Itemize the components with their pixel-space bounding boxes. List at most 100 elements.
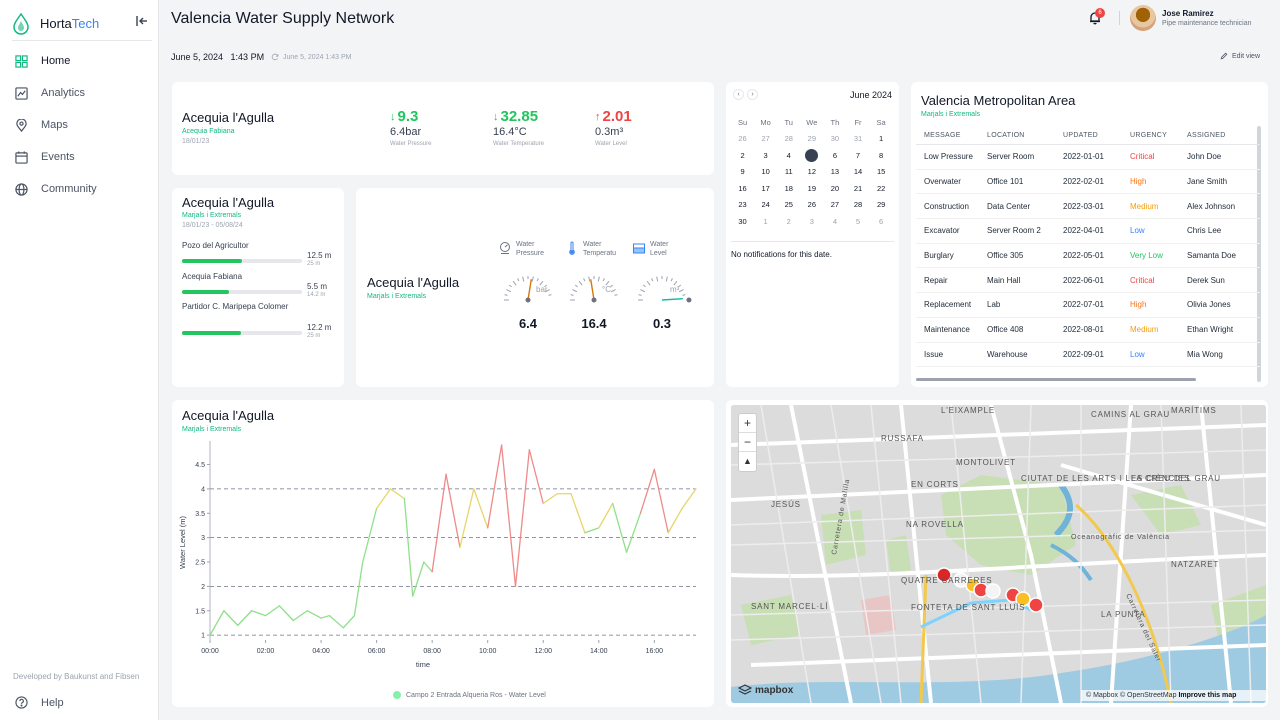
table-row[interactable]: Issue Warehouse 2022-09-01 Low Mia Wong <box>916 343 1260 368</box>
calendar-day[interactable]: 28 <box>853 200 863 210</box>
calendar-day[interactable]: 9 <box>740 167 745 177</box>
calendar-day[interactable]: 2 <box>786 216 791 226</box>
calendar-day[interactable]: 26 <box>807 200 816 210</box>
calendar-day[interactable]: 17 <box>761 183 770 193</box>
gauge-card-title: Acequia l'Agulla <box>367 275 460 290</box>
levels-card-title: Acequia l'Agulla <box>182 195 275 210</box>
column-header-urgency[interactable]: URGENCY <box>1130 132 1168 139</box>
gauge-tick <box>678 284 682 288</box>
calendar-day[interactable]: 1 <box>763 216 768 226</box>
list-item[interactable]: Acequia Fabiana 5.5 m 14.2 m <box>182 272 332 302</box>
calendar-day[interactable]: 1 <box>879 134 884 144</box>
level-gauge-text: Water Level <box>650 241 668 257</box>
list-item[interactable]: Partidor C. Maripepa Colomer 12.2 m 25 m <box>182 302 332 342</box>
table-row[interactable]: Excavator Server Room 2 2022-04-01 Low Chris… <box>916 219 1260 244</box>
chart-legend[interactable]: Campo 2 Entrada Alqueria Ros - Water Lev… <box>393 691 546 699</box>
calendar-day[interactable]: 22 <box>876 183 886 193</box>
calendar-day[interactable]: 8 <box>879 150 884 160</box>
map-markers[interactable] <box>936 567 1044 613</box>
mapbox-logo[interactable]: mapbox <box>738 683 793 697</box>
compass-button[interactable]: ▲ <box>743 456 752 466</box>
calendar-day[interactable]: 26 <box>738 134 747 144</box>
table-row[interactable]: Maintenance Office 408 2022-08-01 Medium Eth… <box>916 318 1260 343</box>
gauge-needle <box>661 297 684 301</box>
sidebar-item-home[interactable]: Home <box>8 45 152 77</box>
map-view[interactable]: L'EIXAMPLE CAMINS AL GRAU MARÍTIMS RUSSAFA M… <box>731 405 1266 703</box>
cell-location: Office 101 <box>987 177 1024 187</box>
calendar-day[interactable]: 3 <box>763 150 768 160</box>
calendar-day[interactable]: 25 <box>784 200 793 210</box>
calendar-day[interactable]: 3 <box>809 216 814 226</box>
map-attribution: © Mapbox © OpenStreetMap Improve this ma… <box>1081 690 1266 701</box>
metric-card-title: Acequia l'Agulla <box>182 110 275 125</box>
x-tick-label: 10:00 <box>479 648 497 655</box>
attribution-text[interactable]: © Mapbox © OpenStreetMap <box>1086 692 1177 699</box>
sidebar-item-community[interactable]: Community <box>8 173 152 205</box>
calendar-day[interactable]: 2 <box>740 150 745 160</box>
calendar-day[interactable]: 31 <box>853 134 863 144</box>
calendar-day[interactable]: 6 <box>832 150 837 160</box>
calendar-day[interactable]: 7 <box>855 150 861 160</box>
zoom-out-button[interactable]: − <box>739 433 756 452</box>
gauge-tick <box>670 278 673 282</box>
calendar-day[interactable]: 16 <box>738 183 747 193</box>
improve-map-link[interactable]: Improve this map <box>1178 692 1237 699</box>
column-header-assigned[interactable]: ASSIGNED <box>1187 132 1226 139</box>
calendar-day[interactable]: 14 <box>853 167 863 177</box>
calendar-day[interactable]: 11 <box>784 167 793 177</box>
calendar-day[interactable]: 18 <box>784 183 793 193</box>
calendar-day[interactable]: 30 <box>738 216 747 226</box>
column-header-message[interactable]: MESSAGE <box>924 132 961 139</box>
calendar-day[interactable]: 27 <box>761 134 770 144</box>
calendar-week: 23 24 25 26 27 28 29 <box>731 197 893 214</box>
table-row[interactable]: Repair Main Hall 2022-06-01 Critical Derek S… <box>916 268 1260 294</box>
sidebar-item-events[interactable]: Events <box>8 141 152 173</box>
chevron-right-icon[interactable]: › <box>747 89 758 100</box>
series-segment <box>487 444 503 529</box>
calendar-day[interactable]: 4 <box>832 216 837 226</box>
brand-logo[interactable]: Horta Tech <box>12 9 152 41</box>
calendar-day[interactable]: 24 <box>761 200 770 210</box>
calendar-day[interactable]: 4 <box>786 150 791 160</box>
last-sync[interactable]: June 5, 2024 1:43 PM <box>271 53 352 61</box>
table-row[interactable]: Overwater Office 101 2022-02-01 High Jane Sm… <box>916 170 1260 195</box>
gauge-card-subtitle: Marjals i Extremals <box>367 293 427 300</box>
weekday-label: Tu <box>784 117 793 127</box>
table-row[interactable]: Replacement Lab 2022-07-01 High Olivia Jones <box>916 293 1260 318</box>
table-scrollbar[interactable] <box>1257 126 1261 382</box>
calendar-day[interactable]: 27 <box>830 200 840 210</box>
column-header-location[interactable]: LOCATION <box>987 132 1025 139</box>
calendar-day[interactable]: 12 <box>807 167 816 177</box>
table-hscrollbar[interactable] <box>916 378 1196 381</box>
brand-name-part1: Horta <box>40 16 72 31</box>
table-row[interactable]: Burglary Office 305 2022-05-01 Very Low Sama… <box>916 244 1260 269</box>
table-row[interactable]: Construction Data Center 2022-03-01 Medium A… <box>916 194 1260 220</box>
table-row[interactable]: Low Pressure Server Room 2022-01-01 Critica… <box>916 145 1260 170</box>
zoom-in-button[interactable]: + <box>739 414 756 433</box>
collapse-sidebar-icon[interactable] <box>134 13 150 29</box>
calendar-day[interactable]: 30 <box>830 134 840 144</box>
calendar-day-selected[interactable]: 5 <box>800 148 823 162</box>
calendar-day[interactable]: 15 <box>876 167 886 177</box>
chevron-left-icon[interactable]: ‹ <box>733 89 744 100</box>
calendar-day[interactable]: 28 <box>784 134 793 144</box>
sidebar-item-analytics[interactable]: Analytics <box>8 77 152 109</box>
calendar-day[interactable]: 5 <box>855 216 861 226</box>
calendar-day[interactable]: 29 <box>807 134 816 144</box>
cell-assigned: Derek Sun <box>1187 275 1225 285</box>
sidebar-item-maps[interactable]: Maps <box>8 109 152 141</box>
calendar-day[interactable]: 23 <box>738 200 747 210</box>
calendar-day[interactable]: 13 <box>830 167 840 177</box>
help-link[interactable]: Help <box>15 696 64 709</box>
calendar-day[interactable]: 6 <box>879 216 884 226</box>
calendar-day[interactable]: 21 <box>853 183 863 193</box>
calendar-day[interactable]: 29 <box>876 200 886 210</box>
avatar[interactable] <box>1130 5 1156 31</box>
calendar-day[interactable]: 19 <box>807 183 816 193</box>
column-header-updated[interactable]: UPDATED <box>1063 132 1099 139</box>
series-segment <box>681 488 697 510</box>
edit-view-button[interactable]: Edit view <box>1220 52 1260 60</box>
calendar-day[interactable]: 20 <box>830 183 840 193</box>
calendar-day[interactable]: 10 <box>761 167 770 177</box>
list-item[interactable]: Pozo del Agricultor 12.5 m 25 m <box>182 241 332 271</box>
